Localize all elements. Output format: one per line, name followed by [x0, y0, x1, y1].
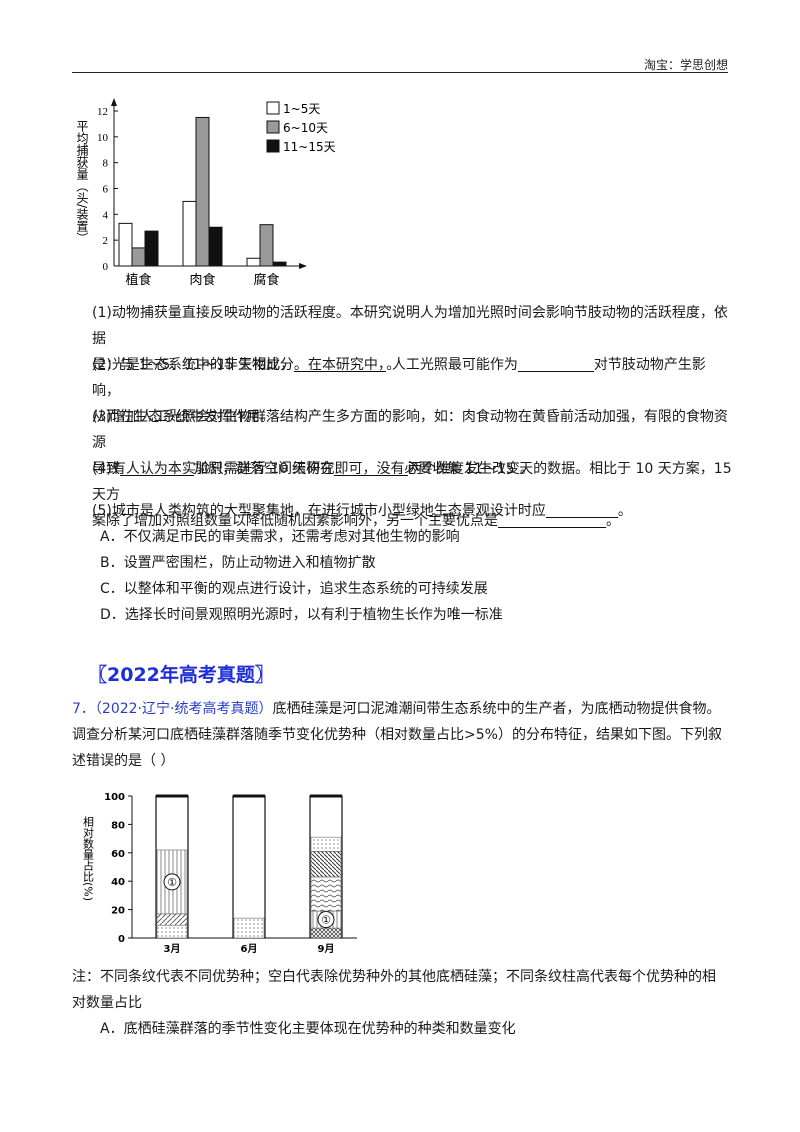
- y-tick-label: 60: [111, 849, 125, 860]
- q3-text: 导致: [92, 461, 120, 477]
- bar-chart-capture: 0 2 4 6 8 10 12 植食 肉食 腐食 平均捕获量（头/装置） 1~5天 6~10天 11~15…: [75, 98, 336, 287]
- chart-note: 注：不同条纹代表不同优势种；空白代表除优势种外的其他底栖硅藻；不同条纹柱高代表每…: [72, 964, 732, 1016]
- bar-segment: [310, 836, 342, 852]
- x-tick-label: 植食: [125, 272, 151, 287]
- legend-swatch: [266, 139, 280, 153]
- q7-source: （2022·辽宁·统考高考真题）: [94, 701, 273, 717]
- y-tick-label: 0: [118, 934, 125, 945]
- bar: [272, 261, 287, 267]
- q1-text: 是：与 1～5、11～15 天相比，: [92, 357, 295, 373]
- q3-answer-blank-1[interactable]: [120, 460, 194, 476]
- q5-line1: (5)城市是人类构筑的大型聚集地，在进行城市小型绿地生态景观设计时应 。: [92, 498, 732, 524]
- q3-line2: 导致 加剧；群落空间结构在 两个维度发生改变。: [92, 456, 732, 482]
- bar: [182, 200, 197, 267]
- segment-marker: [317, 911, 335, 929]
- y-tick-label: 12: [97, 106, 108, 118]
- y-tick-label: 8: [103, 158, 109, 170]
- y-axis-label: 相对数量占比(%): [82, 816, 95, 901]
- y-axis-arrow: [111, 98, 117, 106]
- q4-answer-blank[interactable]: [498, 512, 606, 528]
- q5-option-b[interactable]: B．设置严密围栏，防止动物进入和植物扩散: [100, 555, 376, 571]
- bar-segment: [310, 876, 342, 912]
- q2-line1: (2)光是生态系统中的非生物成分。在本研究中，人工光照最可能作为 对节肢动物产生影…: [92, 352, 732, 404]
- y-tick-label: 6: [103, 184, 109, 196]
- note-line1: 注：不同条纹代表不同优势种；空白代表除优势种外的其他底栖硅藻；不同条纹柱高代表每…: [72, 969, 716, 985]
- q5-option-c[interactable]: C．以整体和平衡的观点进行设计，追求生态系统的可持续发展: [100, 581, 488, 597]
- y-tick-label: 10: [97, 132, 109, 144]
- x-tick-label: 9月: [318, 943, 335, 955]
- q7-line2: 调查分析某河口底栖硅藻群落随季节变化优势种（相对数量占比>5%）的分布特征，结果…: [72, 727, 722, 743]
- x-tick-label: 6月: [241, 943, 258, 955]
- q3-answer-blank-2[interactable]: [334, 460, 408, 476]
- bar: [208, 226, 223, 267]
- q1-line2: 是：与 1～5、11～15 天相比， 。: [92, 352, 732, 378]
- bar: [118, 222, 133, 267]
- q1-line1: (1)动物捕获量直接反映动物的活跃程度。本研究说明人为增加光照时间会影响节肢动物…: [92, 305, 728, 347]
- note-line2: 对数量占比: [72, 995, 142, 1011]
- legend-label: 6~10天: [283, 121, 328, 135]
- legend-label: 11~15天: [283, 140, 336, 154]
- q3-line1: (3)增加人工光照会对生物群落结构产生多方面的影响，如：肉食动物在黄昏前活动加强…: [92, 409, 728, 451]
- x-axis-arrow: [299, 263, 307, 269]
- bar-segment: [156, 924, 188, 939]
- question-2: (2)光是生态系统中的非生物成分。在本研究中，人工光照最可能作为 对节肢动物产生影…: [92, 352, 732, 430]
- x-tick-label: 肉食: [189, 272, 215, 287]
- bar: [195, 116, 210, 267]
- y-tick-label: 4: [103, 209, 109, 221]
- bar: [259, 224, 274, 267]
- bar-segment: [233, 917, 265, 939]
- section-title: 〖2022年高考真题〗: [88, 664, 274, 686]
- question-5: (5)城市是人类构筑的大型聚集地，在进行城市小型绿地生态景观设计时应 。: [92, 498, 732, 524]
- q5-text: (5)城市是人类构筑的大型聚集地，在进行城市小型绿地生态景观设计时应: [92, 503, 546, 519]
- q3-text-2: 加剧；群落空间结构在: [194, 461, 334, 477]
- y-tick-label: 100: [104, 792, 125, 803]
- y-tick-label: 2: [103, 235, 109, 247]
- bar-segment: [310, 927, 342, 939]
- q3-end: 两个维度发生改变。: [408, 461, 534, 477]
- bar-segment: [310, 851, 342, 878]
- header-divider: [72, 72, 728, 73]
- q4-line1: (4)有人认为本实验只需进行 10 天研究即可，没有必要收集 11～15 天的数…: [92, 461, 732, 503]
- bar-chart-diatoms: 0 20 40 60 80 100 相对数量占比(%) ① 3月 6月 ① 9月: [82, 792, 357, 955]
- x-tick-label: 3月: [164, 943, 181, 955]
- segment-label: ①: [321, 914, 331, 927]
- q2-text-2: 对节肢动物产生影响，: [92, 357, 706, 399]
- q2-line2: 从而在生态系统中发挥作用。: [92, 409, 274, 425]
- legend-swatch: [266, 120, 280, 134]
- question-1: (1)动物捕获量直接反映动物的活跃程度。本研究说明人为增加光照时间会影响节肢动物…: [92, 300, 732, 378]
- bar-outline: [232, 795, 266, 939]
- bar: [246, 257, 261, 267]
- q7-line3: 述错误的是（ ）: [72, 753, 175, 769]
- q7-option-a[interactable]: A．底栖硅藻群落的季节性变化主要体现在优势种的种类和数量变化: [100, 1021, 516, 1037]
- y-tick-label: 0: [103, 261, 109, 273]
- q4-text: 案除了增加对照组数量以降低随机因素影响外，另一个主要优点是: [92, 513, 498, 529]
- q7-number: 7．: [72, 701, 95, 717]
- q5-option-d[interactable]: D．选择长时间景观照明光源时，以有利于植物生长作为唯一标准: [100, 607, 503, 623]
- y-tick-label: 40: [111, 877, 125, 888]
- q2-text: (2)光是生态系统中的非生物成分。在本研究中，人工光照最可能作为: [92, 357, 518, 373]
- header-text: 淘宝：学思创想: [643, 58, 728, 72]
- segment-marker: [163, 873, 181, 891]
- legend-label: 1~5天: [283, 102, 320, 116]
- q7-line1: 7．（2022·辽宁·统考高考真题）底栖硅藻是河口泥滩潮间带生态系统中的生产者，…: [72, 696, 732, 722]
- y-axis-label: 平均捕获量（头/装置）: [75, 120, 89, 244]
- segment-label: ①: [167, 876, 177, 889]
- bar: [131, 247, 146, 267]
- q2-answer-blank[interactable]: [517, 356, 594, 372]
- q1-answer-blank[interactable]: [294, 356, 387, 372]
- question-7: 7．（2022·辽宁·统考高考真题）底栖硅藻是河口泥滩潮间带生态系统中的生产者，…: [72, 696, 732, 774]
- legend-swatch: [266, 101, 280, 115]
- q5-answer-blank[interactable]: [545, 502, 618, 518]
- question-3: (3)增加人工光照会对生物群落结构产生多方面的影响，如：肉食动物在黄昏前活动加强…: [92, 404, 732, 482]
- q5-options: A．不仅满足市民的审美需求，还需考虑对其他生物的影响 B．设置严密围栏，防止动物…: [100, 524, 740, 628]
- bar-segment: [156, 913, 188, 926]
- q1-end: 。: [386, 357, 401, 373]
- bar: [144, 230, 159, 267]
- y-tick-label: 20: [111, 906, 125, 917]
- q7-text: 底栖硅藻是河口泥滩潮间带生态系统中的生产者，为底栖动物提供食物。: [272, 701, 721, 717]
- q5-end: 。: [617, 503, 632, 519]
- q5-option-a[interactable]: A．不仅满足市民的审美需求，还需考虑对其他生物的影响: [100, 529, 460, 545]
- y-tick-label: 80: [111, 820, 125, 831]
- x-tick-label: 腐食: [253, 272, 279, 287]
